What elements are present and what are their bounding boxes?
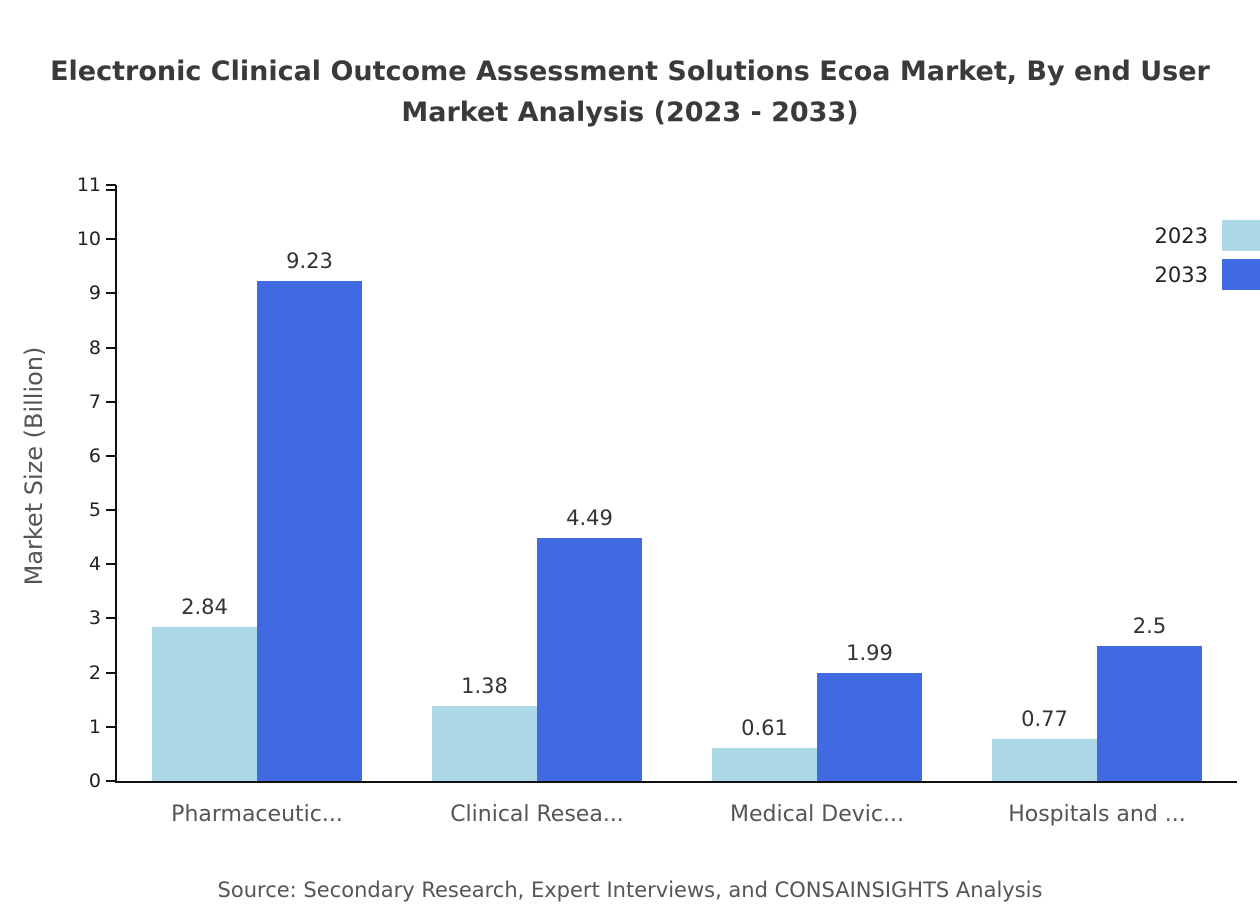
value-label: 0.77 [1021,707,1068,732]
chart-title: Electronic Clinical Outcome Assessment S… [0,52,1260,133]
y-tick-mark [106,509,116,512]
bar-2033[interactable]: 4.49 [537,506,642,781]
bar-2023[interactable]: 1.38 [432,674,537,781]
chart-title-line-2: Market Analysis (2023 - 2033) [401,96,859,128]
y-tick-label: 6 [88,444,101,467]
y-tick-label: 0 [88,770,101,792]
y-tick-mark [106,671,116,674]
bar-2023[interactable]: 2.84 [152,595,257,781]
bar-group: 0.61 1.99 Medical Devic... [712,185,922,827]
x-tick-label: Clinical Resea... [450,802,624,827]
legend-label: 2023 [1154,223,1208,248]
bar-2023[interactable]: 0.61 [712,716,817,781]
y-tick-label: 2 [88,661,101,684]
legend-swatch [1222,220,1260,251]
y-tick-mark [106,725,116,728]
bar-group: 2.84 9.23 Pharmaceutic... [152,185,362,827]
legend: 2023 2033 [1155,220,1260,290]
legend-item[interactable]: 2023 [1155,220,1260,251]
value-label: 1.38 [461,674,508,699]
y-tick-label: 4 [88,553,101,576]
y-tick-label: 5 [88,499,101,522]
legend-swatch [1222,259,1260,290]
bar-group: 1.38 4.49 Clinical Resea... [432,185,642,827]
value-label: 0.61 [741,715,788,740]
y-tick-label: 7 [88,390,101,413]
legend-label: 2033 [1154,262,1208,287]
y-tick-mark [106,617,116,620]
plot-area: 0 1 2 3 4 5 6 7 8 9 10 11 2.84 9.23 Pharmaceutic... 1.… [77,174,1237,827]
value-label: 1.99 [846,641,893,666]
y-tick-label: 8 [88,336,101,359]
y-tick-mark [106,184,116,191]
y-tick-mark [106,346,116,349]
y-tick-label: 9 [88,282,101,305]
bar-2023[interactable]: 0.77 [992,707,1097,781]
bar-2033[interactable]: 9.23 [257,249,362,781]
y-tick-mark [106,400,116,403]
y-tick-mark [106,563,116,566]
bar-2033[interactable]: 1.99 [817,641,922,781]
y-tick-mark [106,292,116,295]
bar-groups: 2.84 9.23 Pharmaceutic... 1.38 4.49 Clinical … [117,185,1237,827]
y-tick-mark [106,780,116,782]
y-tick-mark [106,454,116,457]
x-tick-label: Hospitals and ... [1008,802,1186,827]
y-tick-mark [106,238,116,241]
chart-title-line-1: Electronic Clinical Outcome Assessment S… [50,56,1210,87]
y-tick-label: 1 [88,715,101,738]
value-label: 9.23 [286,248,333,273]
value-label: 2.84 [181,595,228,620]
bar-2033[interactable]: 2.5 [1097,614,1202,781]
y-tick-label: 3 [88,607,101,630]
y-tick-label: 10 [76,228,101,251]
y-axis-title: Market Size (Billion) [20,346,48,586]
value-label: 2.5 [1132,613,1167,638]
value-label: 4.49 [566,505,613,530]
x-tick-label: Pharmaceutic... [171,802,343,827]
bar-group: 0.77 2.5 Hospitals and ... [992,185,1202,827]
y-tick-label: 11 [76,174,101,196]
source-note: Source: Secondary Research, Expert Inter… [217,878,1043,902]
legend-item[interactable]: 2033 [1155,259,1260,290]
x-tick-label: Medical Devic... [730,802,904,827]
